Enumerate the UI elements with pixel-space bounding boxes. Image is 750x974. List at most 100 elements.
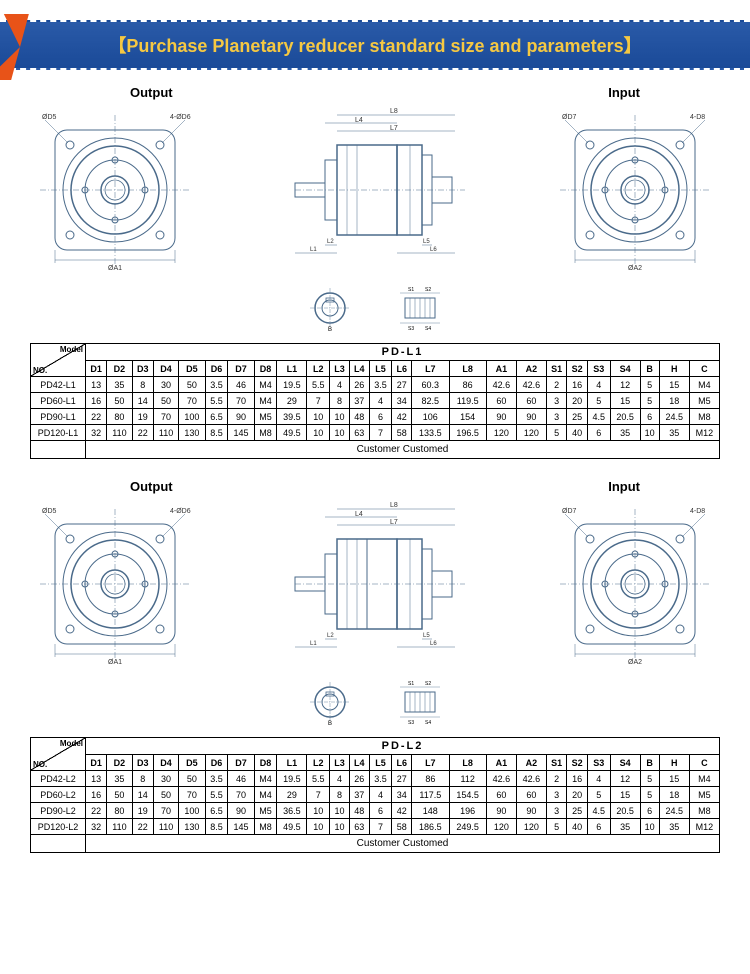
data-cell: 16: [86, 393, 107, 409]
data-cell: 63: [349, 819, 369, 835]
data-cell: 34: [392, 787, 412, 803]
svg-text:L5: L5: [423, 633, 430, 639]
data-cell: 19.5: [277, 377, 307, 393]
data-cell: 145: [228, 425, 254, 441]
col-header: D4: [153, 361, 178, 377]
data-cell: 8: [132, 377, 153, 393]
data-cell: M4: [689, 377, 719, 393]
data-cell: 20.5: [610, 409, 640, 425]
data-cell: 82.5: [412, 393, 449, 409]
col-header: S1: [546, 361, 567, 377]
svg-text:4-D8: 4-D8: [690, 508, 705, 515]
svg-text:ØD5: ØD5: [42, 114, 57, 121]
data-cell: 70: [179, 393, 205, 409]
svg-text:L4: L4: [355, 117, 363, 124]
data-cell: 10: [640, 425, 659, 441]
data-cell: 19.5: [277, 771, 307, 787]
output-flange-diagram: ØD5 4-ØD6 ØA1: [30, 105, 200, 275]
col-header: D6: [205, 361, 228, 377]
table-row: PD42-L21335830503.546M419.55.54263.52786…: [31, 771, 720, 787]
data-cell: 42.6: [486, 377, 516, 393]
data-cell: 58: [392, 819, 412, 835]
table-row: PD120-L232110221101308.5145M849.51010637…: [31, 819, 720, 835]
data-cell: 15: [659, 771, 689, 787]
data-cell: 196.5: [449, 425, 486, 441]
data-cell: 2: [546, 771, 567, 787]
svg-text:S2: S2: [425, 287, 431, 293]
svg-text:ØD7: ØD7: [562, 114, 577, 121]
shaft-detail-icon: B: [300, 283, 360, 333]
data-cell: 10: [307, 819, 330, 835]
data-cell: 8: [330, 787, 350, 803]
spec-section: Output Input ØD5 4-ØD6 ØA1 L8 L4 L7 L1 L…: [0, 70, 750, 464]
svg-text:B: B: [328, 327, 332, 333]
data-cell: 6: [640, 803, 659, 819]
side-view-diagram: L8 L4 L7 L1 L2 L5 L6: [275, 499, 475, 669]
data-cell: 30: [153, 377, 178, 393]
data-cell: M5: [254, 409, 277, 425]
col-header: C: [689, 361, 719, 377]
col-header: D1: [86, 361, 107, 377]
col-header: L6: [392, 755, 412, 771]
col-header: L3: [330, 361, 350, 377]
data-cell: M8: [689, 803, 719, 819]
data-cell: 35: [659, 425, 689, 441]
col-header: S4: [610, 361, 640, 377]
col-header: L7: [412, 755, 449, 771]
data-cell: 25: [567, 409, 588, 425]
data-cell: 50: [107, 787, 132, 803]
output-flange-diagram: ØD5 4-ØD6 ØA1: [30, 499, 200, 669]
data-cell: 4: [330, 771, 350, 787]
model-cell: PD42-L1: [31, 377, 86, 393]
data-cell: M8: [254, 819, 277, 835]
data-cell: 29: [277, 393, 307, 409]
col-header: S3: [587, 361, 610, 377]
col-header: B: [640, 361, 659, 377]
data-cell: 10: [640, 819, 659, 835]
svg-text:S1: S1: [408, 681, 414, 687]
col-header: D3: [132, 361, 153, 377]
data-cell: 90: [516, 409, 546, 425]
data-cell: 86: [412, 771, 449, 787]
data-cell: 12: [610, 377, 640, 393]
data-cell: 13: [86, 771, 107, 787]
data-cell: 49.5: [277, 425, 307, 441]
col-header: L3: [330, 755, 350, 771]
data-cell: 133.5: [412, 425, 449, 441]
data-cell: 90: [486, 803, 516, 819]
data-cell: 22: [86, 409, 107, 425]
svg-text:B: B: [328, 721, 332, 727]
data-cell: 8: [330, 393, 350, 409]
data-cell: 4: [587, 771, 610, 787]
svg-text:L7: L7: [390, 125, 398, 132]
svg-text:L7: L7: [390, 519, 398, 526]
data-cell: 27: [392, 771, 412, 787]
data-cell: 110: [107, 425, 132, 441]
data-cell: 42.6: [516, 771, 546, 787]
data-cell: 5: [640, 393, 659, 409]
data-cell: M4: [254, 771, 277, 787]
banner: 【Purchase Planetary reducer standard siz…: [0, 20, 750, 70]
data-cell: 70: [153, 409, 178, 425]
svg-text:4-ØD6: 4-ØD6: [170, 508, 191, 515]
data-cell: 8: [132, 771, 153, 787]
table-row: PD60-L116501450705.570M429783743482.5119…: [31, 393, 720, 409]
col-header: D8: [254, 755, 277, 771]
col-header: H: [659, 755, 689, 771]
gear-detail-icon: S1S2S3S4: [390, 677, 450, 727]
col-header: A2: [516, 361, 546, 377]
data-cell: 4: [369, 787, 392, 803]
data-cell: 60.3: [412, 377, 449, 393]
data-cell: 42.6: [486, 771, 516, 787]
col-header: A1: [486, 361, 516, 377]
data-cell: M4: [254, 377, 277, 393]
data-cell: 5: [640, 771, 659, 787]
svg-text:L4: L4: [355, 511, 363, 518]
spec-table: ModelNO. PD-L2 D1D2D3D4D5D6D7D8L1L2L3L4L…: [30, 737, 720, 853]
data-cell: 25: [567, 803, 588, 819]
data-cell: 63: [349, 425, 369, 441]
data-cell: 7: [369, 425, 392, 441]
col-header: B: [640, 755, 659, 771]
data-cell: 50: [107, 393, 132, 409]
svg-text:L1: L1: [310, 247, 317, 253]
